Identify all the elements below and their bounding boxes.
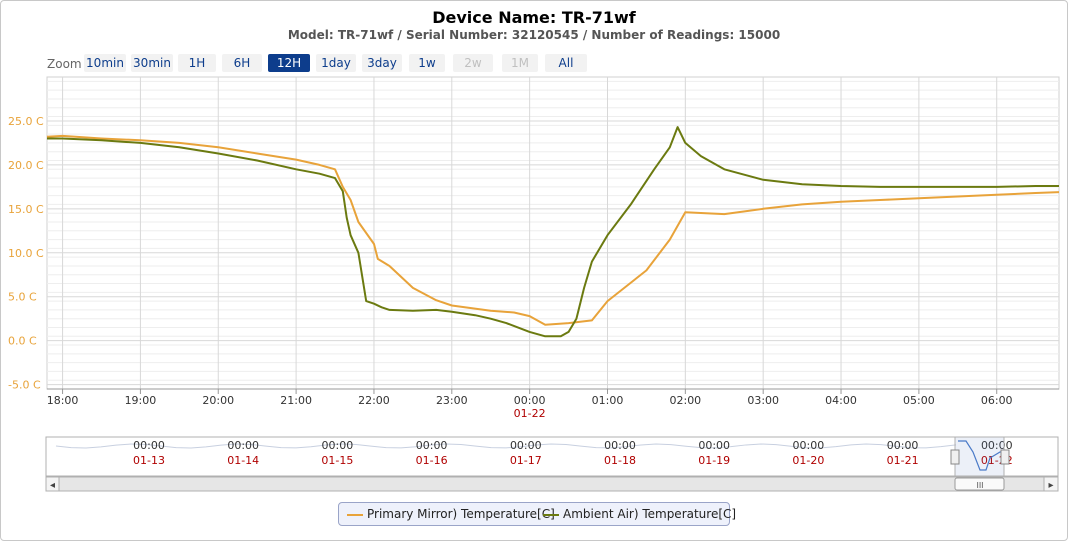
navigator-time-label: 00:00 bbox=[416, 439, 448, 452]
x-tick-label: 20:00 bbox=[202, 394, 234, 407]
scroll-thumb bbox=[954, 477, 1005, 491]
zoom-button-1w[interactable]: 1w bbox=[409, 54, 445, 72]
x-tick-label: 01:00 bbox=[592, 394, 624, 407]
zoom-button-1day[interactable]: 1day bbox=[316, 54, 356, 72]
zoom-button-all[interactable]: All bbox=[545, 54, 587, 72]
zoom-button-30min[interactable]: 30min bbox=[131, 54, 173, 72]
x-tick-label: 05:00 bbox=[903, 394, 935, 407]
navigator-time-label: 00:00 bbox=[322, 439, 354, 452]
x-tick-label: 06:00 bbox=[981, 394, 1013, 407]
legend-swatch-ambient bbox=[543, 513, 559, 516]
scroll-left-icon: ◂ bbox=[50, 480, 55, 491]
y-tick-label: 0.0 C bbox=[8, 335, 37, 348]
y-tick-label: 25.0 C bbox=[8, 115, 44, 128]
navigator-area bbox=[45, 436, 1059, 477]
navigator-date-label: 01-20 bbox=[792, 454, 824, 467]
zoom-button-2w: 2w bbox=[453, 54, 493, 72]
plot-area bbox=[46, 76, 1060, 390]
x-tick-label: 04:00 bbox=[825, 394, 857, 407]
scroll-right-button bbox=[1043, 476, 1059, 492]
zoom-button-6h[interactable]: 6H bbox=[222, 54, 262, 72]
navigator-time-label: 00:00 bbox=[510, 439, 542, 452]
x-tick-label: 19:00 bbox=[125, 394, 157, 407]
navigator-date-label: 01-18 bbox=[604, 454, 636, 467]
x-tick-label: 18:00 bbox=[47, 394, 79, 407]
zoom-button-10min[interactable]: 10min bbox=[84, 54, 126, 72]
navigator-overview-line bbox=[55, 443, 957, 449]
x-tick-label: 02:00 bbox=[669, 394, 701, 407]
navigator-handle-left bbox=[950, 449, 960, 465]
x-tick-label: 22:00 bbox=[358, 394, 390, 407]
legend-item-primary-mirror[interactable]: Primary Mirror) Temperature[C] bbox=[347, 507, 555, 521]
navigator-time-label: 00:00 bbox=[227, 439, 259, 452]
navigator-time-label: 00:00 bbox=[133, 439, 165, 452]
y-tick-label: 10.0 C bbox=[8, 247, 44, 260]
navigator-time-label: 00:00 bbox=[887, 439, 919, 452]
navigator-date-label: 01-21 bbox=[887, 454, 919, 467]
zoom-button-3day[interactable]: 3day bbox=[362, 54, 402, 72]
x-tick-label: 00:00 bbox=[514, 394, 546, 407]
y-tick-label: 20.0 C bbox=[8, 159, 44, 172]
navigator-handle-right bbox=[1000, 449, 1010, 465]
navigator-selection-line bbox=[958, 440, 1004, 471]
navigator-date-label: 01-16 bbox=[416, 454, 448, 467]
chart-title: Device Name: TR-71wf bbox=[432, 8, 636, 27]
zoom-button-1m: 1M bbox=[502, 54, 538, 72]
scroll-right-icon: ▸ bbox=[1048, 480, 1053, 491]
chart-subtitle: Model: TR-71wf / Serial Number: 32120545… bbox=[287, 28, 781, 42]
x-tick-label: 21:00 bbox=[280, 394, 312, 407]
navigator: 00:00 01-13 00:00 01-14 00:00 01-15 00:00 01-16… bbox=[45, 436, 1059, 492]
x-tick-label: 03:00 bbox=[747, 394, 779, 407]
zoom-label: Zoom bbox=[47, 57, 82, 71]
x-axis-ticks: 18:00 19:00 20:00 21:00 22:00 23:00 00:00 01:00… bbox=[47, 388, 1059, 420]
x-tick-label: 23:00 bbox=[436, 394, 468, 407]
series-lines bbox=[46, 126, 1060, 338]
navigator-time-label: 00:00 bbox=[604, 439, 636, 452]
legend-label-ambient: Ambient Air) Temperature[C] bbox=[563, 507, 737, 521]
chart-grid bbox=[46, 76, 1060, 390]
legend-item-ambient-air[interactable]: Ambient Air) Temperature[C] bbox=[543, 507, 736, 521]
navigator-date-label: 01-19 bbox=[698, 454, 730, 467]
chart-legend[interactable]: Primary Mirror) Temperature[C] Ambient A… bbox=[338, 502, 736, 526]
legend-label-primary: Primary Mirror) Temperature[C] bbox=[367, 507, 555, 521]
scroll-left-button bbox=[45, 476, 60, 492]
y-tick-label: 15.0 C bbox=[8, 203, 44, 216]
navigator-date-label: 01-14 bbox=[227, 454, 259, 467]
x-date-label: 01-22 bbox=[514, 407, 546, 420]
zoom-button-12h[interactable]: 12H bbox=[268, 54, 310, 72]
navigator-date-label: 01-17 bbox=[510, 454, 542, 467]
y-tick-label: -5.0 C bbox=[8, 379, 41, 392]
navigator-time-label: 00:00 bbox=[698, 439, 730, 452]
navigator-date-label: 01-13 bbox=[133, 454, 165, 467]
series-line-primary-mirror bbox=[46, 134, 1060, 326]
series-line-ambient-air bbox=[47, 126, 1059, 338]
zoom-button-1h[interactable]: 1H bbox=[178, 54, 216, 72]
legend-swatch-primary bbox=[347, 513, 363, 516]
navigator-date-label: 01-15 bbox=[321, 454, 353, 467]
navigator-time-label: 00:00 bbox=[793, 439, 825, 452]
y-axis-ticks: -5.0 C 0.0 C 5.0 C 10.0 C 15.0 C 20.0 C 25.0 C bbox=[8, 115, 44, 392]
scroll-grip-icon: III bbox=[976, 481, 983, 490]
navigator-scrollbar-track bbox=[45, 476, 1059, 492]
navigator-time-label: 00:00 bbox=[981, 439, 1013, 452]
y-tick-label: 5.0 C bbox=[8, 291, 37, 304]
